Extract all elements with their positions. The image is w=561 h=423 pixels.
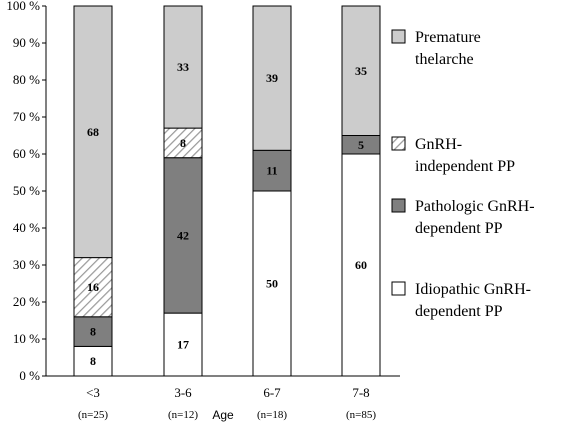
data-label: 50: [266, 277, 278, 291]
legend-label: Premature: [415, 29, 481, 46]
legend-label: Idiopathic GnRH-: [415, 281, 531, 298]
legend-swatch: [391, 281, 406, 296]
bar-segment: [163, 157, 203, 314]
sample-size-label: (n=25): [78, 409, 108, 421]
y-tick-label: 90 %: [13, 35, 40, 50]
data-label: 39: [266, 71, 278, 85]
bar-segment: [73, 345, 113, 377]
x-axis-title: Age: [212, 408, 234, 422]
legend-label: GnRH-: [415, 136, 462, 153]
data-label: 8: [90, 325, 96, 339]
sample-size-label: (n=85): [346, 409, 376, 421]
bar-segment: [163, 127, 203, 159]
legend-label: independent PP: [415, 158, 515, 175]
y-tick-label: 70 %: [13, 109, 40, 124]
legend-label: Pathologic GnRH-: [415, 198, 535, 215]
bar-segment: [252, 190, 292, 377]
bar-segment: [73, 257, 113, 318]
x-tick-label: <3: [86, 385, 100, 400]
data-label: 8: [90, 354, 96, 368]
data-label: 35: [355, 64, 367, 78]
data-label: 5: [358, 138, 364, 152]
bar-segment: [163, 312, 203, 377]
bar-segment: [252, 149, 292, 192]
sample-size-label: (n=18): [257, 409, 287, 421]
y-tick-label: 50 %: [13, 183, 40, 198]
x-axis-labels: Age <3 (n=25) 3-6 (n=12) 6-7 (n=18) 7-8 (n=85): [78, 385, 376, 422]
legend-label: thelarche: [415, 51, 474, 68]
data-label: 33: [177, 60, 189, 74]
bar-segment: [73, 316, 113, 347]
data-label: 17: [177, 338, 189, 352]
y-tick-label: 80 %: [13, 72, 40, 87]
y-tick-label: 60 %: [13, 146, 40, 161]
y-tick-label: 20 %: [13, 294, 40, 309]
data-label: 60: [355, 258, 367, 272]
data-label: 42: [177, 228, 189, 242]
legend-swatch: [391, 29, 406, 44]
y-tick-label: 30 %: [13, 257, 40, 272]
data-label: 16: [87, 280, 99, 294]
y-tick-label: 0 %: [19, 368, 40, 383]
data-label: 11: [266, 164, 277, 178]
x-tick-label: 6-7: [263, 385, 281, 400]
x-tick-label: 3-6: [174, 385, 192, 400]
legend-label: dependent PP: [415, 220, 503, 237]
bar-segment: [252, 5, 292, 151]
legend-label: dependent PP: [415, 303, 503, 320]
bars: 8 8 16 68 17 42 8 33 50 11 39 60 5 35: [73, 5, 381, 377]
x-tick-label: 7-8: [352, 385, 369, 400]
bar-segment: [163, 5, 203, 129]
bar-segment: [341, 5, 381, 136]
legend: Premature thelarche GnRH-independent PP Pat…: [391, 29, 535, 320]
bar-segment: [73, 5, 113, 259]
legend-swatch: [391, 198, 406, 213]
y-tick-label: 100 %: [6, 0, 40, 13]
data-label: 68: [87, 125, 99, 139]
bar-segment: [341, 153, 381, 377]
y-tick-label: 10 %: [13, 331, 40, 346]
y-tick-label: 40 %: [13, 220, 40, 235]
legend-swatch: [391, 136, 406, 151]
data-label: 8: [180, 136, 186, 150]
y-axis: 0 % 10 % 20 % 30 % 40 % 50 % 60 % 70 % 80 % 90 % 1…: [6, 0, 400, 383]
sample-size-label: (n=12): [168, 409, 198, 421]
